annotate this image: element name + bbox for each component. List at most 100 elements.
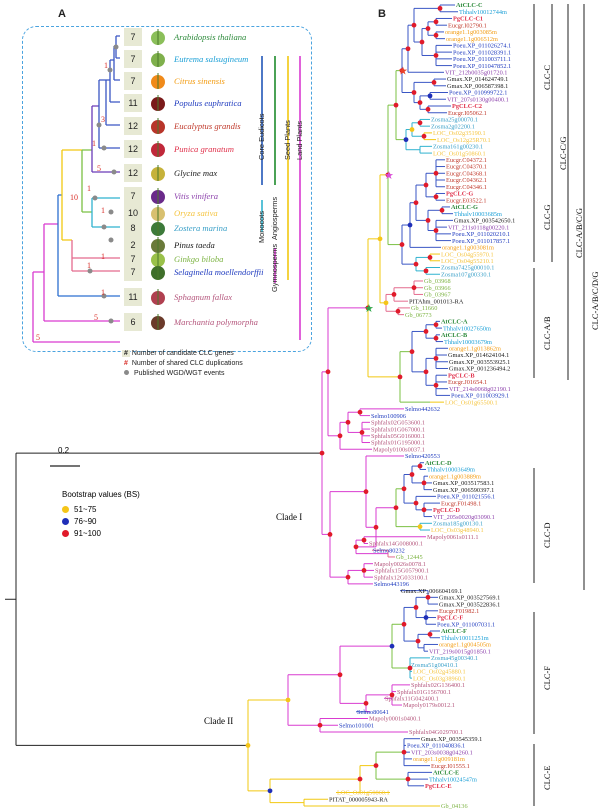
gene-tip-label: Gmax.XP_003527569.1 (439, 595, 500, 602)
gene-tip-label: Poeu.XP_011028391.1 (453, 49, 511, 56)
clc-f-label: CLC-F (542, 665, 552, 690)
bootstrap-node (337, 672, 343, 678)
gene-tip-label: Sphfalx15G057900.1 (375, 568, 429, 575)
gene-tip-label: Zosma51g00410.1 (411, 662, 458, 669)
bootstrap-node (423, 182, 429, 188)
clade-i-label: Clade I (276, 512, 303, 522)
bootstrap-node (433, 355, 439, 361)
bootstrap-node (433, 322, 439, 328)
gene-tip-label: Mapoly0026s0078.1 (374, 561, 426, 568)
gene-count-box: 10 (124, 204, 142, 222)
gene-tip-label: Sphfalx02G053600.1 (371, 420, 425, 427)
species-row: 11 Sphagnum fallax (124, 287, 232, 307)
rice-icon (148, 203, 168, 223)
gene-tip-label: VIT_212b0035g01720.1 (445, 70, 507, 77)
gene-tip-label: Selmo442632 (405, 406, 440, 413)
clc-abcdg-label: CLC-A/B/C/D/G (590, 271, 600, 330)
bootstrap-node (421, 507, 427, 513)
gene-tip-label: LOC_Os01g50860.1 (337, 790, 390, 797)
species-row: 12 Eucalyptus grandis (124, 116, 241, 136)
bootstrap-node (433, 170, 439, 176)
gene-tip-label: Eucgr.I05062.1 (448, 110, 487, 117)
bootstrap-node (409, 349, 415, 355)
bootstrap-node (427, 255, 433, 260)
gene-tip-label: Zosma185g00130.1 (433, 520, 483, 527)
bootstrap-node (433, 53, 439, 58)
species-row: 6 Marchantia polymorpha (124, 312, 258, 332)
bootstrap-node (421, 133, 427, 139)
bootstrap-node (401, 749, 407, 755)
dup-number: 1 (92, 139, 96, 148)
gene-tip-label: Gmax.XP_006587398.1 (447, 83, 508, 90)
bootstrap-node (317, 722, 323, 728)
bootstrap-node (353, 544, 359, 550)
legend-candidate: # Number of candidate CLC genes (122, 350, 234, 357)
gene-tip-label: Selmo80641 (357, 709, 389, 716)
gene-count-box: 8 (124, 219, 142, 237)
bootstrap-node (407, 665, 413, 671)
bootstrap-node (411, 90, 417, 95)
bootstrap-node (357, 409, 363, 415)
species-row: 7 Selaginella moellendorffii (124, 262, 264, 282)
bootstrap-node (393, 102, 399, 108)
bootstrap-node (417, 463, 423, 469)
gene-tip-label: Gmax.XP_014624749.1 (447, 76, 508, 83)
gene-tip-label: orange1.1g013862m (449, 345, 501, 352)
gene-tip-label: PgCLC-F (437, 615, 463, 622)
gene-tip-label: Eucgr.C04368.1 (446, 170, 487, 177)
gene-tip-label: PgCLC-C1 (453, 16, 483, 23)
bootstrap-node (399, 242, 405, 247)
gene-tip-label: Thhalv10027650m (443, 325, 491, 332)
eucalyptus-icon (148, 116, 168, 136)
bootstrap-node (413, 261, 419, 267)
species-name: Sphagnum fallax (174, 292, 233, 302)
grape-icon (148, 186, 168, 206)
species-name: Vitis vinifera (174, 191, 218, 201)
gene-tip-label: Sphfalx12G033100.1 (374, 574, 428, 581)
species-row: 12 Glycine max (124, 163, 217, 183)
gene-tip-label: Poeu.XP_011003929.1 (451, 393, 509, 400)
species-row: 7 Eutrema salsugineum (124, 49, 248, 69)
gene-tip-label: Poeu.XP_011003711.1 (453, 56, 511, 63)
bootstrap-node (423, 329, 429, 334)
gene-tip-label: Eucgr.I02790.1 (448, 22, 487, 29)
gene-tip-label: Gb_06773 (405, 312, 432, 319)
gene-tip-label: Thhalv10003679m (444, 339, 492, 346)
bootstrap-node (359, 430, 365, 435)
bootstrap-node (397, 374, 403, 380)
clc-d-label: CLC-D (542, 522, 552, 549)
bootstrap-dot-red (62, 529, 69, 537)
gene-tip-label: Gb_03968 (424, 278, 451, 285)
gene-tip-label: Zosma2g02200.1 (431, 123, 475, 130)
gene-tip-label: LOC_Os03g48940.1 (431, 527, 484, 534)
gene-tip-label: Sphfalx14G008000.1 (369, 541, 423, 548)
bootstrap-node (361, 537, 367, 543)
bootstrap-node (407, 222, 413, 228)
gene-tip-label: Sphfalx05G016000.1 (371, 433, 425, 440)
species-name: Ginkgo biloba (174, 254, 224, 264)
legend-duplications-text: Number of shared CLC duplications (131, 360, 243, 367)
clc-c-label: CLC-C (542, 64, 552, 90)
gene-tip-label: Thhalv10011251m (441, 635, 489, 642)
bootstrap-node (423, 369, 429, 375)
clc-abcg-label: CLC-A/B/C/G (574, 207, 584, 258)
species-name: Oryza sativa (174, 208, 218, 218)
poplar-icon (148, 93, 168, 113)
bootstrap-node (431, 80, 437, 85)
bootstrap-node (385, 172, 391, 178)
dup-number: 1 (87, 184, 91, 193)
gene-tip-label: Gmax.XP_003545359.1 (421, 736, 482, 743)
gene-tip-label: Poeu.XP_011020210.1 (452, 231, 510, 238)
dup-number: 3 (101, 115, 105, 124)
bootstrap-title: Bootstrap values (BS) (62, 490, 140, 499)
gene-tip-label: Eucgr.C04362.1 (446, 177, 487, 184)
star-marker-icon: ★ (384, 170, 394, 182)
bootstrap-node (345, 419, 351, 425)
bootstrap-node (409, 127, 415, 132)
clade-ii-label: Clade II (204, 716, 234, 726)
bootstrap-node (389, 692, 395, 698)
gene-count-box: 2 (124, 236, 142, 254)
species-name: Arabidopsis thaliana (174, 32, 247, 42)
gene-tip-label: Gmax.XP_003553925.1 (449, 359, 510, 366)
